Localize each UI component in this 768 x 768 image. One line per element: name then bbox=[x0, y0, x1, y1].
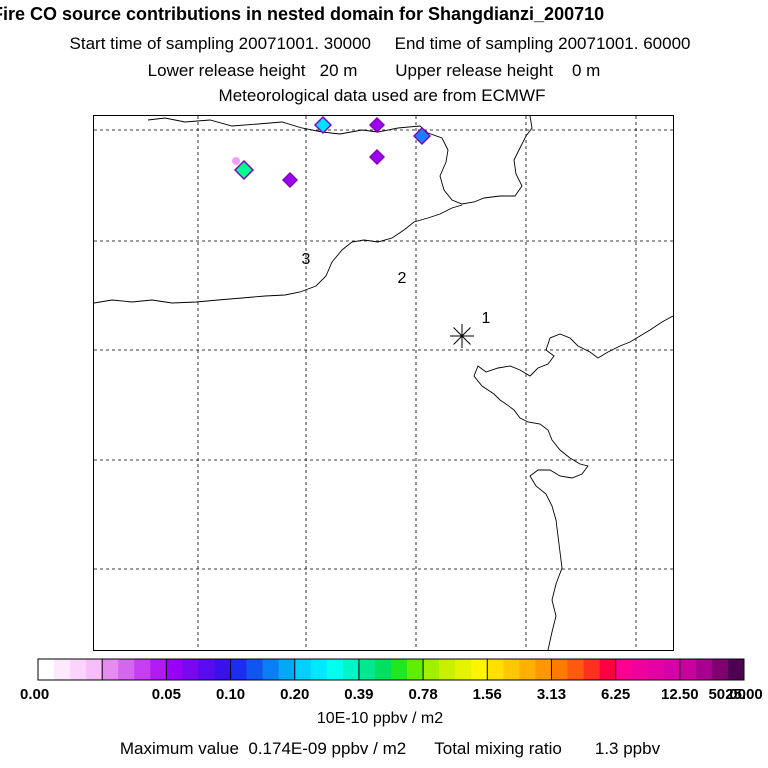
colorbar-swatch bbox=[471, 659, 488, 680]
colorbar-swatch bbox=[294, 659, 312, 680]
fire-point bbox=[415, 129, 429, 143]
sampling-time-line: Start time of sampling 20071001. 30000 E… bbox=[0, 34, 764, 54]
site-marker-asterisk bbox=[453, 327, 471, 345]
fire-points bbox=[232, 116, 431, 188]
colorbar-swatch bbox=[599, 659, 616, 680]
colorbar-swatch bbox=[246, 659, 263, 680]
colorbar-tick-label: 0.20 bbox=[280, 686, 309, 703]
colorbar-swatch bbox=[326, 659, 344, 680]
fire-point bbox=[316, 118, 330, 132]
map-frame bbox=[93, 115, 674, 651]
met-data-line: Meteorological data used are from ECMWF bbox=[218, 86, 546, 105]
colorbar-swatch bbox=[455, 659, 472, 680]
coastline-east bbox=[473, 315, 674, 651]
total-value: 1.3 ppbv bbox=[594, 739, 661, 758]
site-label: 1 bbox=[482, 310, 491, 327]
colorbar-swatch bbox=[631, 659, 649, 680]
colorbar-swatch bbox=[54, 659, 71, 680]
colorbar-tick-label: 12.50 bbox=[661, 686, 699, 703]
colorbar-tick-label: 0.39 bbox=[344, 686, 373, 703]
colorbar-swatch bbox=[535, 659, 552, 680]
colorbar-swatch bbox=[503, 659, 520, 680]
colorbar-swatch bbox=[214, 659, 231, 680]
colorbar-swatch bbox=[679, 659, 697, 680]
colorbar-swatch bbox=[647, 659, 665, 680]
colorbar-swatch bbox=[182, 659, 199, 680]
colorbar-swatch bbox=[342, 659, 360, 680]
graticule bbox=[94, 116, 673, 650]
colorbar-swatch bbox=[374, 659, 392, 680]
colorbar-border bbox=[37, 658, 745, 681]
colorbar-swatch bbox=[695, 659, 713, 680]
colorbar-swatch bbox=[583, 659, 600, 680]
lower-value: 20 m bbox=[319, 61, 358, 80]
colorbar-swatch bbox=[423, 659, 440, 680]
start-label: Start time of sampling bbox=[69, 34, 234, 53]
colorbar-ticks: 0.00 0.05 0.10 0.20 0.39 0.78 1.56 3.13 6.25 12.5… bbox=[20, 686, 763, 703]
colorbar-swatch bbox=[358, 659, 376, 680]
colorbar-swatch bbox=[230, 659, 247, 680]
colorbar-swatch bbox=[118, 659, 135, 680]
colorbar bbox=[37, 658, 745, 681]
colorbar-swatch bbox=[86, 659, 103, 680]
colorbar-swatch bbox=[134, 659, 151, 680]
receptor-sites: 1 2 3 bbox=[302, 251, 491, 348]
fire-point bbox=[284, 174, 296, 186]
colorbar-swatch bbox=[551, 659, 568, 680]
fire-point bbox=[371, 151, 383, 163]
colorbar-swatch bbox=[262, 659, 279, 680]
colorbar-swatch bbox=[711, 659, 729, 680]
upper-label: Upper release height bbox=[395, 61, 554, 80]
total-label: Total mixing ratio bbox=[434, 739, 562, 758]
colorbar-swatch bbox=[150, 659, 167, 680]
colorbar-swatch bbox=[727, 659, 745, 680]
colorbar-tick-label: 1.56 bbox=[473, 686, 502, 703]
colorbar-tick-label: 0.00 bbox=[20, 686, 49, 703]
colorbar-swatch bbox=[278, 659, 296, 680]
colorbar-swatch bbox=[519, 659, 536, 680]
site-label: 2 bbox=[398, 270, 407, 287]
release-height-line: Lower release height 20 m Upper release … bbox=[0, 61, 758, 81]
border-line bbox=[147, 115, 533, 205]
footer-line: Maximum value 0.174E-09 ppbv / m2 Total … bbox=[6, 739, 768, 759]
colorbar-swatch bbox=[663, 659, 681, 680]
colorbar-swatch bbox=[70, 659, 87, 680]
chart-title: Fire CO source contributions in nested d… bbox=[0, 4, 605, 24]
boundaries bbox=[93, 115, 674, 651]
colorbar-swatch bbox=[310, 659, 328, 680]
coastline bbox=[93, 204, 463, 304]
colorbar-tick-label: 50.00 bbox=[708, 686, 746, 703]
fire-point bbox=[371, 119, 383, 131]
colorbar-swatch bbox=[439, 659, 456, 680]
colorbar-swatch bbox=[38, 659, 55, 680]
colorbar-tick-label: 0.05 bbox=[152, 686, 181, 703]
colorbar-swatch bbox=[567, 659, 584, 680]
colorbar-tick-label: 0.10 bbox=[216, 686, 245, 703]
start-value: 20071001. 30000 bbox=[238, 34, 372, 53]
colorbar-swatch bbox=[615, 659, 632, 680]
colorbar-tick-label: 0.78 bbox=[408, 686, 437, 703]
colorbar-swatch bbox=[166, 659, 183, 680]
colorbar-swatch bbox=[102, 659, 119, 680]
end-label: End time of sampling bbox=[394, 34, 554, 53]
colorbar-swatch bbox=[391, 659, 408, 680]
colorbar-tick-label: 6.25 bbox=[601, 686, 630, 703]
colorbar-tick-label: 3.13 bbox=[537, 686, 566, 703]
fire-point bbox=[236, 162, 252, 178]
max-value: 0.174E-09 ppbv / m2 bbox=[248, 739, 407, 758]
upper-value: 0 m bbox=[571, 61, 601, 80]
lower-label: Lower release height bbox=[147, 61, 306, 80]
fire-halo bbox=[232, 157, 240, 165]
colorbar-swatch bbox=[407, 659, 424, 680]
colorbar-units: 10E-10 ppbv / m2 bbox=[316, 710, 444, 727]
colorbar-swatch bbox=[487, 659, 504, 680]
site-label: 3 bbox=[302, 251, 311, 268]
colorbar-swatch bbox=[198, 659, 215, 680]
end-value: 20071001. 60000 bbox=[558, 34, 691, 53]
max-label: Maximum value bbox=[119, 739, 239, 758]
colorbar-tick-label: 25.00 bbox=[725, 686, 763, 703]
